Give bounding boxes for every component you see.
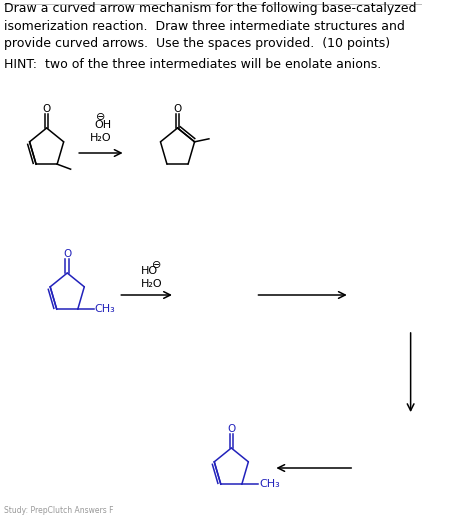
Text: ⊖: ⊖	[96, 112, 105, 122]
Text: O: O	[173, 104, 182, 114]
Text: CH₃: CH₃	[259, 479, 280, 489]
Text: OH: OH	[94, 120, 112, 130]
Text: O: O	[63, 249, 72, 259]
Text: H₂O: H₂O	[141, 279, 163, 289]
Text: O: O	[43, 104, 51, 114]
Text: O: O	[227, 424, 236, 434]
Text: CH₃: CH₃	[95, 304, 116, 314]
Text: HINT:  two of the three intermediates will be enolate anions.: HINT: two of the three intermediates wil…	[4, 58, 382, 71]
Text: H₂O: H₂O	[90, 133, 111, 143]
Text: ⊖: ⊖	[152, 260, 162, 270]
Text: Draw a curved arrow mechanism for the following base-catalyzed
isomerization rea: Draw a curved arrow mechanism for the fo…	[4, 2, 417, 50]
Text: Study: PrepClutch Answers F: Study: PrepClutch Answers F	[4, 506, 113, 515]
Text: HO: HO	[141, 266, 158, 276]
